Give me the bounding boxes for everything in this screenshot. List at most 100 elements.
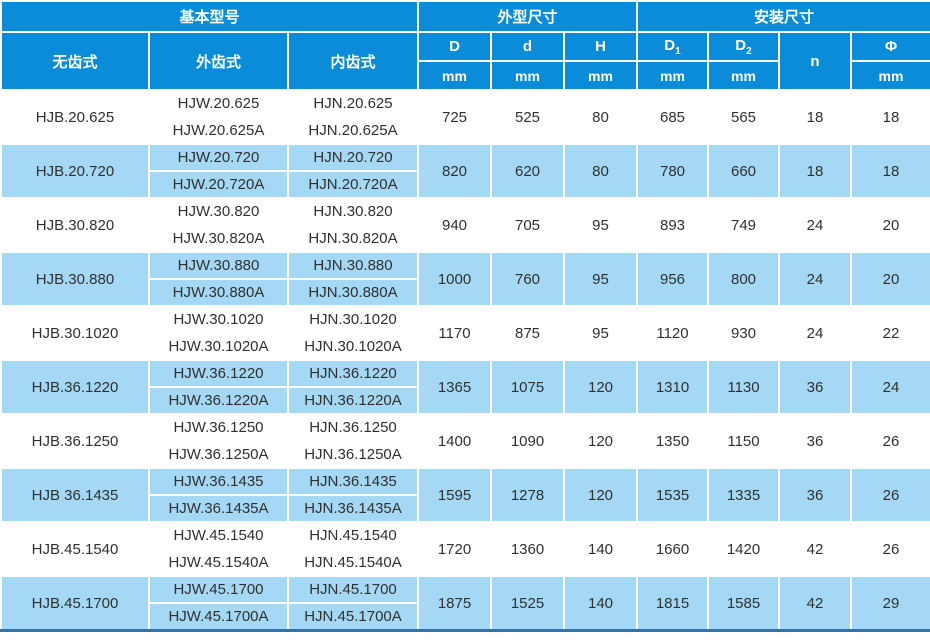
model-internal-gear-cell: HJN.20.625A	[287, 116, 419, 145]
unit-phi: mm	[849, 60, 930, 91]
dim-n-cell: 24	[778, 197, 852, 253]
model-internal-gear-cell: HJN.36.1220A	[287, 386, 419, 415]
dim-H-cell: 120	[563, 413, 638, 469]
header-col-phi-label: Φ	[884, 38, 898, 55]
dim-D1-cell: 1120	[636, 305, 709, 361]
dim-phi-cell: 18	[849, 143, 930, 199]
dim-D2-cell: 1130	[707, 359, 780, 415]
header-col-n: n	[778, 31, 852, 91]
model-internal-gear-cell: HJN.36.1250	[287, 413, 419, 442]
dim-D-cell: 940	[417, 197, 492, 253]
dim-phi-cell: 22	[849, 305, 930, 361]
model-external-gear-cell: HJW.45.1700	[148, 575, 289, 604]
header-col-D2: D2	[707, 31, 780, 62]
dim-d-cell: 1090	[490, 413, 565, 469]
table-row: HJW.30.880A HJN.30.880A	[1, 278, 930, 307]
unit-d: mm	[490, 60, 565, 91]
dim-D2-cell: 800	[707, 251, 780, 307]
header-group-basic-model: 基本型号	[0, 0, 419, 33]
table-row: HJB.20.720 HJW.20.720 HJN.20.720 820 620 80 78…	[0, 143, 930, 199]
dim-phi-cell: 26	[849, 413, 930, 469]
table-row: HJB.36.1250 HJW.36.1250 HJN.36.1250 1400 109…	[0, 413, 930, 469]
model-external-gear-cell: HJW.20.720A	[148, 170, 289, 199]
model-external-gear-cell: HJW.20.625A	[148, 116, 289, 145]
dim-D1-cell: 1350	[636, 413, 709, 469]
model-external-gear-cell: HJW.30.820A	[148, 224, 289, 253]
model-external-gear-cell: HJW.45.1540A	[148, 548, 289, 577]
model-external-gear-cell: HJW.45.1700A	[148, 602, 289, 632]
table-row: HJB.30.1020 HJW.30.1020 HJN.30.1020 1170 875…	[0, 305, 930, 361]
dim-D2-cell: 930	[707, 305, 780, 361]
table-row: HJB.30.880 HJW.30.880 HJN.30.880 1000 760 95 9…	[0, 251, 930, 307]
dim-n-cell: 42	[778, 521, 852, 577]
dim-n-cell: 36	[778, 359, 852, 415]
model-internal-gear-cell: HJN.30.1020A	[287, 332, 419, 361]
header-col-D2-label: D	[735, 36, 747, 54]
dim-D2-cell: 565	[707, 89, 780, 145]
table-row: HJW.30.820A HJN.30.820A	[1, 224, 930, 253]
dim-D-cell: 725	[417, 89, 492, 145]
model-gearless-cell: HJB.45.1700	[0, 575, 150, 632]
model-internal-gear-cell: HJN.36.1250A	[287, 440, 419, 469]
model-external-gear-cell: HJW.36.1250A	[148, 440, 289, 469]
model-external-gear-cell: HJW.30.1020	[148, 305, 289, 334]
dim-d-cell: 1278	[490, 467, 565, 523]
table-row: HJW.36.1250A HJN.36.1250A	[1, 440, 930, 469]
header-col-d: d	[490, 31, 565, 62]
model-internal-gear-cell: HJN.20.720	[287, 143, 419, 172]
dim-phi-cell: 26	[849, 521, 930, 577]
dim-D1-cell: 780	[636, 143, 709, 199]
dim-n-cell: 24	[778, 251, 852, 307]
header-group-outline-dimensions: 外型尺寸	[417, 0, 638, 33]
dim-D2-cell: 1150	[707, 413, 780, 469]
model-external-gear-cell: HJW.20.720	[148, 143, 289, 172]
header-col-phi: Φ	[849, 31, 930, 62]
dim-D-cell: 1875	[417, 575, 492, 632]
dim-D2-cell: 1585	[707, 575, 780, 632]
dim-d-cell: 525	[490, 89, 565, 145]
model-internal-gear-cell: HJN.20.720A	[287, 170, 419, 199]
model-external-gear-cell: HJW.36.1435A	[148, 494, 289, 523]
model-gearless-cell: HJB.30.820	[0, 197, 150, 253]
dim-H-cell: 95	[563, 197, 638, 253]
dim-H-cell: 80	[563, 143, 638, 199]
dim-D1-cell: 893	[636, 197, 709, 253]
dim-H-cell: 120	[563, 359, 638, 415]
table-row: HJW.20.720A HJN.20.720A	[1, 170, 930, 199]
model-external-gear-cell: HJW.36.1220A	[148, 386, 289, 415]
model-internal-gear-cell: HJN.45.1700A	[287, 602, 419, 632]
model-external-gear-cell: HJW.36.1435	[148, 467, 289, 496]
dim-D2-cell: 1335	[707, 467, 780, 523]
unit-D2: mm	[707, 60, 780, 91]
dim-n-cell: 36	[778, 467, 852, 523]
header-label-row: 无齿式 外齿式 内齿式 D d H D1 D2 n Φ	[0, 31, 930, 91]
dim-H-cell: 140	[563, 521, 638, 577]
dim-n-cell: 18	[778, 89, 852, 145]
model-internal-gear-cell: HJN.45.1700	[287, 575, 419, 604]
model-external-gear-cell: HJW.30.880	[148, 251, 289, 280]
table-row: HJW.36.1435A HJN.36.1435A	[1, 494, 930, 523]
model-internal-gear-cell: HJN.45.1540A	[287, 548, 419, 577]
header-group-row: 基本型号 外型尺寸 安装尺寸	[0, 0, 930, 33]
header-col-gearless: 无齿式	[0, 31, 150, 91]
table-row: HJW.20.625A HJN.20.625A	[1, 116, 930, 145]
dim-n-cell: 18	[778, 143, 852, 199]
header-unit-row: mm mm mm mm mm mm	[1, 60, 930, 91]
dim-D1-cell: 1535	[636, 467, 709, 523]
model-gearless-cell: HJB.36.1250	[0, 413, 150, 469]
model-internal-gear-cell: HJN.30.820A	[287, 224, 419, 253]
header-col-D2-sub: 2	[746, 45, 752, 57]
dim-D2-cell: 1420	[707, 521, 780, 577]
dim-D1-cell: 1815	[636, 575, 709, 632]
dim-D-cell: 1400	[417, 413, 492, 469]
model-internal-gear-cell: HJN.45.1540	[287, 521, 419, 550]
dim-n-cell: 36	[778, 413, 852, 469]
dim-D-cell: 820	[417, 143, 492, 199]
model-internal-gear-cell: HJN.36.1435	[287, 467, 419, 496]
dim-D1-cell: 956	[636, 251, 709, 307]
dim-H-cell: 140	[563, 575, 638, 632]
dim-d-cell: 760	[490, 251, 565, 307]
dim-n-cell: 24	[778, 305, 852, 361]
